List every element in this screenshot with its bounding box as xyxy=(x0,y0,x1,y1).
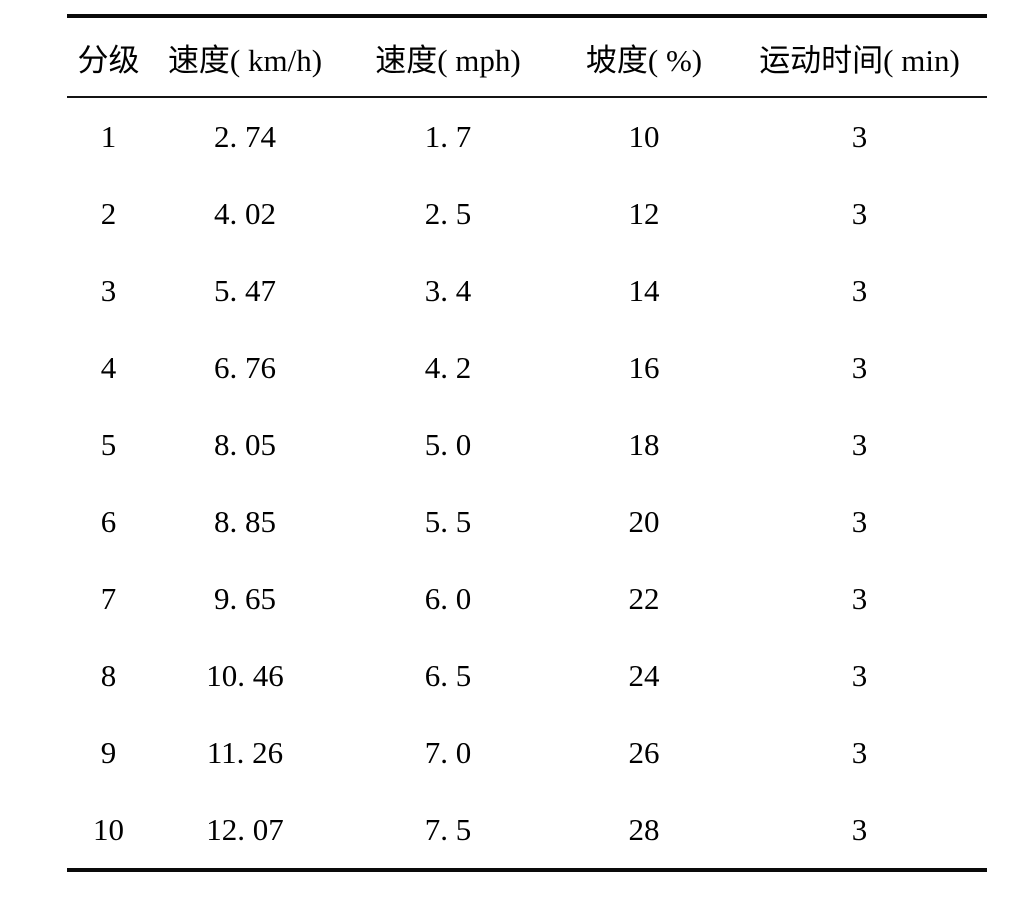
cell-exercise-time: 3 xyxy=(851,811,868,847)
cell-grade: 4 xyxy=(100,349,117,385)
cell-speed-kmh: 11. 26 xyxy=(206,734,284,770)
table-row: 8 10. 46 6. 5 24 3 xyxy=(67,637,987,714)
cell-speed-mph: 5. 5 xyxy=(424,503,472,539)
table-row: 7 9. 65 6. 0 22 3 xyxy=(67,560,987,637)
cell-slope-percent: 26 xyxy=(628,734,660,770)
cell-speed-kmh: 8. 05 xyxy=(214,426,276,462)
cell-speed-kmh: 2. 74 xyxy=(214,118,276,154)
cell-speed-kmh: 4. 02 xyxy=(214,195,276,231)
table-row: 9 11. 26 7. 0 26 3 xyxy=(67,714,987,791)
table-row: 3 5. 47 3. 4 14 3 xyxy=(67,252,987,329)
cell-speed-mph: 6. 5 xyxy=(424,657,472,693)
table-body: 1 2. 74 1. 7 10 3 2 4. 02 2. 5 12 3 3 5. 47 3. 4 14 3 4… xyxy=(67,97,987,870)
header-row: 分级 速度( km/h) 速度( mph) 坡度( %) 运动时间( min) xyxy=(67,16,987,98)
cell-slope-percent: 12 xyxy=(628,195,660,231)
cell-exercise-time: 3 xyxy=(851,734,868,770)
cell-grade: 3 xyxy=(100,272,117,308)
cell-exercise-time: 3 xyxy=(851,272,868,308)
cell-slope-percent: 24 xyxy=(628,657,660,693)
protocol-table: 分级 速度( km/h) 速度( mph) 坡度( %) 运动时间( min) … xyxy=(67,14,987,872)
cell-exercise-time: 3 xyxy=(851,349,868,385)
table-row: 10 12. 07 7. 5 28 3 xyxy=(67,791,987,870)
cell-speed-kmh: 12. 07 xyxy=(206,811,284,847)
header-grade: 分级 xyxy=(67,16,150,98)
table-header: 分级 速度( km/h) 速度( mph) 坡度( %) 运动时间( min) xyxy=(67,16,987,98)
cell-speed-kmh: 6. 76 xyxy=(214,349,276,385)
cell-grade: 6 xyxy=(100,503,117,539)
cell-speed-kmh: 10. 46 xyxy=(206,657,284,693)
table-row: 1 2. 74 1. 7 10 3 xyxy=(67,97,987,175)
cell-speed-kmh: 9. 65 xyxy=(214,580,276,616)
table-row: 4 6. 76 4. 2 16 3 xyxy=(67,329,987,406)
cell-speed-mph: 7. 0 xyxy=(424,734,472,770)
cell-grade: 5 xyxy=(100,426,117,462)
cell-speed-mph: 1. 7 xyxy=(424,118,472,154)
cell-grade: 2 xyxy=(100,195,117,231)
cell-slope-percent: 28 xyxy=(628,811,660,847)
cell-exercise-time: 3 xyxy=(851,426,868,462)
cell-exercise-time: 3 xyxy=(851,503,868,539)
cell-slope-percent: 18 xyxy=(628,426,660,462)
cell-speed-mph: 4. 2 xyxy=(424,349,472,385)
cell-grade: 1 xyxy=(100,118,117,154)
cell-grade: 8 xyxy=(100,657,117,693)
cell-exercise-time: 3 xyxy=(851,657,868,693)
cell-grade: 7 xyxy=(100,580,117,616)
cell-speed-mph: 7. 5 xyxy=(424,811,472,847)
cell-slope-percent: 10 xyxy=(628,118,660,154)
table-row: 5 8. 05 5. 0 18 3 xyxy=(67,406,987,483)
cell-slope-percent: 20 xyxy=(628,503,660,539)
cell-speed-mph: 6. 0 xyxy=(424,580,472,616)
cell-speed-kmh: 8. 85 xyxy=(214,503,276,539)
cell-speed-mph: 2. 5 xyxy=(424,195,472,231)
header-slope-percent: 坡度( %) xyxy=(556,16,732,98)
cell-speed-mph: 3. 4 xyxy=(424,272,472,308)
cell-exercise-time: 3 xyxy=(851,580,868,616)
cell-slope-percent: 22 xyxy=(628,580,660,616)
header-speed-mph: 速度( mph) xyxy=(340,16,556,98)
cell-speed-mph: 5. 0 xyxy=(424,426,472,462)
cell-speed-kmh: 5. 47 xyxy=(214,272,276,308)
table-row: 2 4. 02 2. 5 12 3 xyxy=(67,175,987,252)
cell-grade: 9 xyxy=(100,734,117,770)
cell-slope-percent: 16 xyxy=(628,349,660,385)
cell-exercise-time: 3 xyxy=(851,195,868,231)
header-exercise-time: 运动时间( min) xyxy=(732,16,987,98)
header-speed-kmh: 速度( km/h) xyxy=(150,16,340,98)
cell-exercise-time: 3 xyxy=(851,118,868,154)
cell-grade: 10 xyxy=(93,811,124,847)
cell-slope-percent: 14 xyxy=(628,272,660,308)
table-row: 6 8. 85 5. 5 20 3 xyxy=(67,483,987,560)
